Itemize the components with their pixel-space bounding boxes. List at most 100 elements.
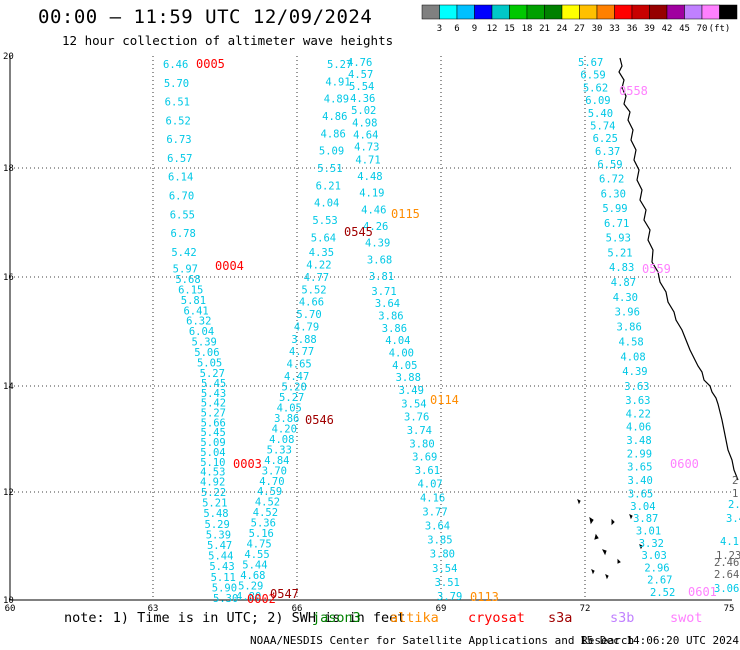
colorbar-swatch bbox=[456, 4, 475, 20]
wave-height-value: 5.81 bbox=[181, 295, 206, 307]
footer-note: note: 1) Time is in UTC; 2) SWH is in fe… bbox=[0, 610, 740, 632]
wave-height-value: 4.35 bbox=[309, 247, 334, 259]
wave-height-value: 3.4 bbox=[726, 513, 740, 525]
wave-height-value: 3.77 bbox=[422, 506, 447, 518]
wave-height-value: 4.04 bbox=[314, 198, 339, 210]
wave-height-value: 5.54 bbox=[349, 81, 374, 93]
colorbar-label: 18 bbox=[522, 24, 533, 34]
x-tick-label: 75 bbox=[724, 604, 735, 614]
colorbar-label: 39 bbox=[644, 24, 655, 34]
y-tick-label: 12 bbox=[3, 488, 14, 498]
wave-height-value: 4.84 bbox=[264, 455, 289, 467]
colorbar-legend: 3 6 9 12 15 18 21 24 27 30 33 36 39 42 45 70 (ft) bbox=[421, 4, 738, 34]
wave-height-value: 4.22 bbox=[626, 408, 651, 420]
wave-height-value: 2. bbox=[728, 499, 740, 511]
wave-height-value: 3.48 bbox=[626, 435, 651, 447]
wave-height-value: 5.45 bbox=[201, 378, 226, 390]
wave-height-value: 5.67 bbox=[578, 57, 603, 69]
wave-height-value: 4.19 bbox=[359, 188, 384, 200]
wave-height-value: 5.62 bbox=[583, 82, 608, 94]
colorbar-label: 42 bbox=[662, 24, 673, 34]
credit-text: NOAA/NESDIS Center for Satellite Applica… bbox=[250, 634, 635, 647]
wave-height-value: 3.64 bbox=[375, 298, 400, 310]
wave-height-value: 5.33 bbox=[267, 444, 292, 456]
colorbar-swatch bbox=[684, 4, 703, 20]
wave-height-value: 5.22 bbox=[201, 487, 226, 499]
wave-height-value: 6.25 bbox=[593, 133, 618, 145]
wave-height-value: 4.65 bbox=[286, 359, 311, 371]
wave-height-value: 3.88 bbox=[396, 372, 421, 384]
colorbar-label: (ft) bbox=[709, 24, 731, 34]
wave-height-value: 4.22 bbox=[306, 260, 331, 272]
wave-height-value: 3.65 bbox=[627, 462, 652, 474]
wave-height-value: 3.87 bbox=[633, 513, 658, 525]
wave-height-value: 3.54 bbox=[401, 398, 426, 410]
legend-s3a: s3a bbox=[548, 610, 573, 626]
wave-height-value: 6.52 bbox=[166, 115, 191, 127]
wave-height-value: 3.01 bbox=[636, 525, 661, 537]
wave-height-value: 5.64 bbox=[311, 232, 336, 244]
pass-time-label: 0005 bbox=[196, 57, 225, 71]
colorbar-label: 15 bbox=[504, 24, 515, 34]
map-frame bbox=[9, 56, 732, 601]
map-subtitle: 12 hour collection of altimeter wave hei… bbox=[62, 33, 394, 48]
wave-height-value: 3.88 bbox=[291, 334, 316, 346]
wave-height-value: 5.05 bbox=[197, 357, 222, 369]
pass-time-label: 0600 bbox=[670, 457, 699, 471]
wave-height-value: 3.86 bbox=[617, 322, 642, 334]
wave-height-value: 4.71 bbox=[355, 154, 380, 166]
wave-height-value: 4.26 bbox=[363, 221, 388, 233]
wave-height-value: 3.80 bbox=[409, 438, 434, 450]
wave-height-value: 4.52 bbox=[253, 507, 278, 519]
wave-height-value: 6.46 bbox=[163, 59, 188, 71]
wave-height-value: 5.09 bbox=[319, 146, 344, 158]
wave-height-value: 5.44 bbox=[208, 551, 233, 563]
wave-height-value: 4.20 bbox=[272, 423, 297, 435]
wave-height-value: 5.27 bbox=[279, 392, 304, 404]
colorbar-label: 45 bbox=[679, 24, 690, 34]
wave-height-value: 3.69 bbox=[412, 452, 437, 464]
wave-height-value: 4.08 bbox=[269, 434, 294, 446]
y-tick-label: 10 bbox=[3, 596, 14, 606]
wave-height-value: 5.21 bbox=[202, 498, 227, 510]
colorbar-label: 33 bbox=[609, 24, 620, 34]
colorbar-swatch bbox=[509, 4, 528, 20]
wave-height-value: 3.71 bbox=[371, 286, 396, 298]
wave-height-value: 4.39 bbox=[365, 238, 390, 250]
wave-height-value: 5.66 bbox=[201, 417, 226, 429]
wave-height-value: 6.04 bbox=[189, 326, 214, 338]
pass-time-label: 0003 bbox=[233, 457, 262, 471]
wave-height-value: 6.55 bbox=[170, 209, 195, 221]
wave-height-value: 6.30 bbox=[601, 188, 626, 200]
wave-height-value: 5.30 bbox=[213, 593, 238, 605]
wave-height-value: 3.63 bbox=[625, 395, 650, 407]
wave-height-value: 5.16 bbox=[249, 528, 274, 540]
wave-height-value: 4.83 bbox=[609, 262, 634, 274]
wave-height-value: 6.15 bbox=[178, 284, 203, 296]
wave-height-value: 4.08 bbox=[620, 351, 645, 363]
wave-height-value: 6.73 bbox=[166, 134, 191, 146]
wave-height-value: 5.90 bbox=[212, 582, 237, 594]
wave-height-value: 4.79 bbox=[294, 321, 319, 333]
wave-height-value: 4.68 bbox=[240, 570, 265, 582]
wave-height-value: 4.39 bbox=[622, 366, 647, 378]
wave-height-value: 4.48 bbox=[357, 171, 382, 183]
wave-height-value: 6.72 bbox=[599, 174, 624, 186]
wave-height-value: 5.99 bbox=[602, 203, 627, 215]
wave-height-value: 5.39 bbox=[192, 337, 217, 349]
wave-height-value: 5.27 bbox=[201, 408, 226, 420]
wave-height-value: 4.77 bbox=[289, 346, 314, 358]
map-title: 00:00 – 11:59 UTC 12/09/2024 bbox=[38, 6, 373, 28]
colorbar-swatch bbox=[526, 4, 545, 20]
legend-jason3: jason3 bbox=[312, 610, 361, 626]
wave-height-value: 4.55 bbox=[244, 549, 269, 561]
wave-height-value: 3.76 bbox=[404, 412, 429, 424]
legend-cryosat: cryosat bbox=[468, 610, 525, 626]
wave-height-value: 5.74 bbox=[590, 120, 615, 132]
render-timestamp: 15 Dec 14:06:20 UTC 2024 bbox=[580, 634, 739, 647]
wave-height-value: 4.52 bbox=[255, 497, 280, 509]
wave-height-value: 5.68 bbox=[175, 274, 200, 286]
pass-time-label: 0547 bbox=[270, 587, 299, 601]
wave-height-value: 5.27 bbox=[327, 59, 352, 71]
wave-height-value: 5.11 bbox=[211, 572, 236, 584]
